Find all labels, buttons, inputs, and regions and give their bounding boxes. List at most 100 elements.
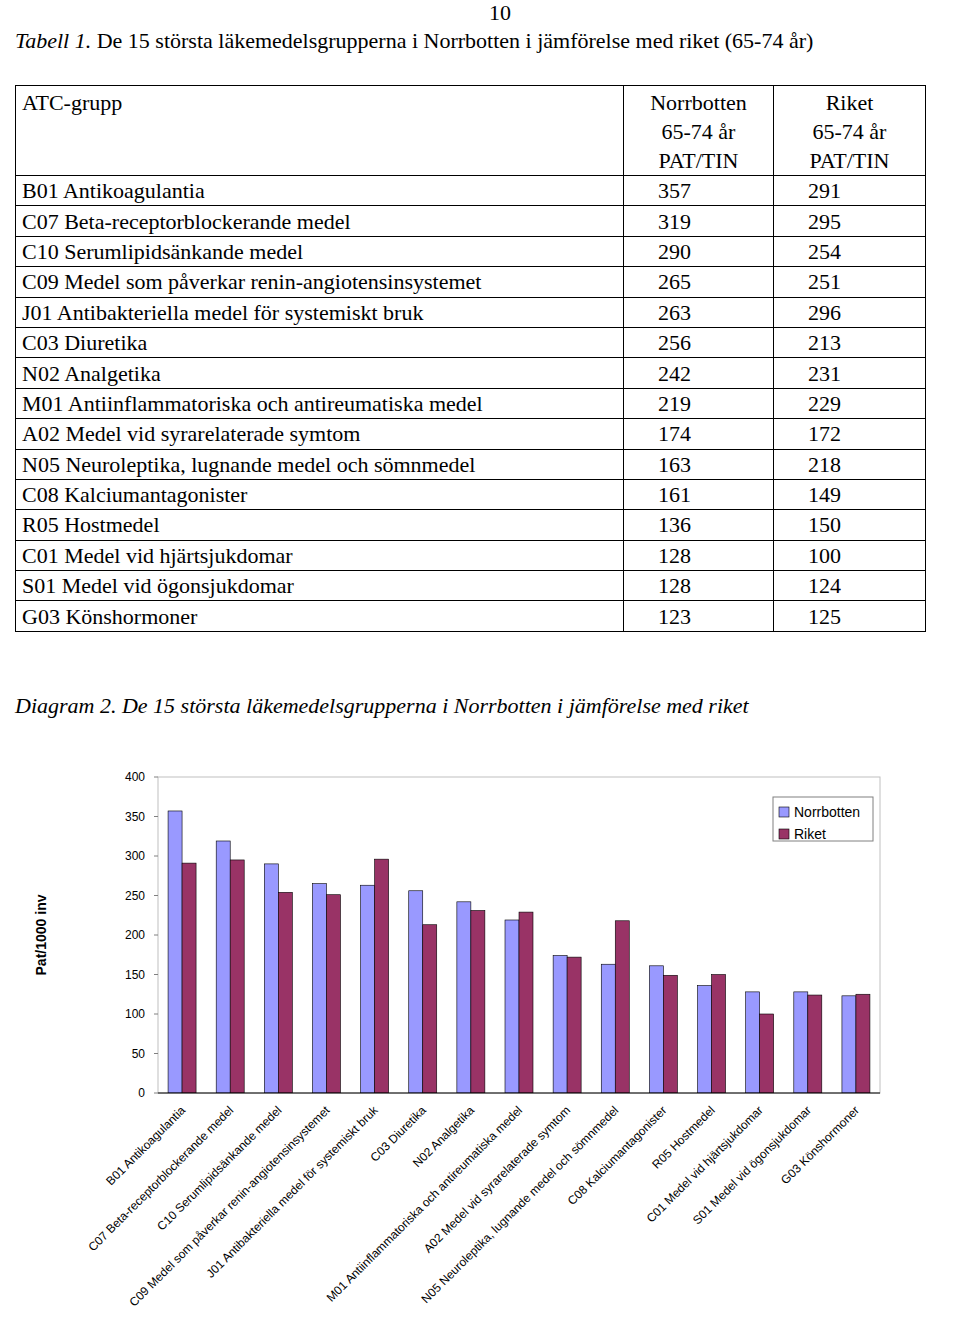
value-cell: 150: [774, 510, 926, 540]
row-label: A02 Medel vid syrarelaterade symtom: [16, 419, 624, 449]
value-cell: 290: [624, 236, 774, 266]
header-cell: Norrbotten65-74 årPAT/TIN: [624, 86, 774, 176]
bar: [471, 911, 485, 1093]
bar: [760, 1014, 774, 1093]
bar: [264, 864, 278, 1093]
legend-swatch: [779, 829, 789, 839]
tick: [154, 777, 158, 778]
tick-label: 150: [125, 968, 145, 982]
value-cell: 263: [624, 297, 774, 327]
header-cell: ATC-grupp: [16, 86, 624, 176]
tick: [154, 1093, 158, 1094]
tick: [154, 856, 158, 857]
bar: [567, 957, 581, 1093]
bar: [168, 811, 182, 1093]
tick: [154, 816, 158, 817]
tick: [154, 1053, 158, 1054]
bar: [230, 860, 244, 1093]
header-line: Riket: [780, 88, 919, 117]
value-cell: 124: [774, 571, 926, 601]
tick-label: 0: [138, 1086, 145, 1100]
bar: [312, 884, 326, 1093]
tick-label: 100: [125, 1007, 145, 1021]
tick-label: 250: [125, 889, 145, 903]
header-cell: Riket65-74 årPAT/TIN: [774, 86, 926, 176]
bar: [457, 902, 471, 1093]
bar: [375, 859, 389, 1093]
value-cell: 128: [624, 540, 774, 570]
tick-label: 400: [125, 770, 145, 784]
value-cell: 265: [624, 267, 774, 297]
row-label: J01 Antibakteriella medel för systemiskt…: [16, 297, 624, 327]
bar: [505, 920, 519, 1093]
bar: [746, 992, 760, 1093]
plot-frame: [158, 777, 880, 1093]
value-cell: 172: [774, 419, 926, 449]
y-axis-label: Pat/1000 inv: [33, 894, 49, 975]
header-line: 65-74 år: [780, 117, 919, 146]
chart-title: De 15 största läkemedelsgrupperna i Norr…: [122, 693, 749, 718]
bar: [423, 925, 437, 1093]
category-label: G03 Könshormoner: [778, 1103, 862, 1187]
value-cell: 296: [774, 297, 926, 327]
value-cell: 149: [774, 479, 926, 509]
bar: [856, 994, 870, 1093]
value-cell: 163: [624, 449, 774, 479]
row-label: C01 Medel vid hjärtsjukdomar: [16, 540, 624, 570]
row-label: C03 Diuretika: [16, 327, 624, 357]
caption-label: Tabell 1.: [15, 28, 91, 53]
value-cell: 136: [624, 510, 774, 540]
row-label: C09 Medel som påverkar renin-angiotensin…: [16, 267, 624, 297]
header-line: PAT/TIN: [780, 146, 919, 175]
legend-label: Riket: [794, 826, 826, 842]
value-cell: 219: [624, 388, 774, 418]
value-cell: 218: [774, 449, 926, 479]
bar: [182, 863, 196, 1093]
value-cell: 231: [774, 358, 926, 388]
bar: [361, 885, 375, 1093]
row-label: S01 Medel vid ögonsjukdomar: [16, 571, 624, 601]
category-label: J01 Antibakteriella medel för systemiskt…: [203, 1103, 381, 1281]
row-label: C08 Kalciumantagonister: [16, 479, 624, 509]
bar: [615, 921, 629, 1093]
row-label: B01 Antikoagulantia: [16, 176, 624, 206]
bar: [649, 966, 663, 1093]
bar: [409, 891, 423, 1093]
bar: [278, 892, 292, 1093]
bar: [326, 895, 340, 1093]
category-label: N05 Neuroleptika, lugnande medel och söm…: [419, 1103, 622, 1306]
tick-label: 50: [132, 1047, 146, 1061]
value-cell: 242: [624, 358, 774, 388]
tick: [154, 1014, 158, 1015]
bars: [168, 811, 870, 1093]
header-line: Norrbotten: [630, 88, 767, 117]
bar: [519, 912, 533, 1093]
category-label: B01 Antikoagulantia: [103, 1103, 188, 1188]
category-label: M01 Antiinflammatoriska och antireumatis…: [324, 1103, 525, 1304]
caption-label: Diagram 2.: [15, 693, 116, 718]
value-cell: 100: [774, 540, 926, 570]
bar: [698, 986, 712, 1093]
value-cell: 357: [624, 176, 774, 206]
bar: [808, 995, 822, 1093]
bar: [601, 964, 615, 1093]
header-line: 65-74 år: [630, 117, 767, 146]
bar: [553, 956, 567, 1093]
bar: [216, 841, 230, 1093]
value-cell: 295: [774, 206, 926, 236]
tick: [154, 895, 158, 896]
row-label: N05 Neuroleptika, lugnande medel och söm…: [16, 449, 624, 479]
bar: [712, 975, 726, 1094]
chart-caption: Diagram 2. De 15 största läkemedelsgrupp…: [15, 693, 749, 719]
legend-box: [773, 797, 873, 841]
value-cell: 229: [774, 388, 926, 418]
tick-label: 350: [125, 810, 145, 824]
tick-label: 200: [125, 928, 145, 942]
value-cell: 256: [624, 327, 774, 357]
page-number: 10: [489, 0, 511, 26]
legend-label: Norrbotten: [794, 804, 860, 820]
bar: [663, 975, 677, 1093]
row-label: M01 Antiinflammatoriska och antireumatis…: [16, 388, 624, 418]
chart: 050100150200250300350400Pat/1000 invB01 …: [0, 713, 960, 1333]
value-cell: 254: [774, 236, 926, 266]
